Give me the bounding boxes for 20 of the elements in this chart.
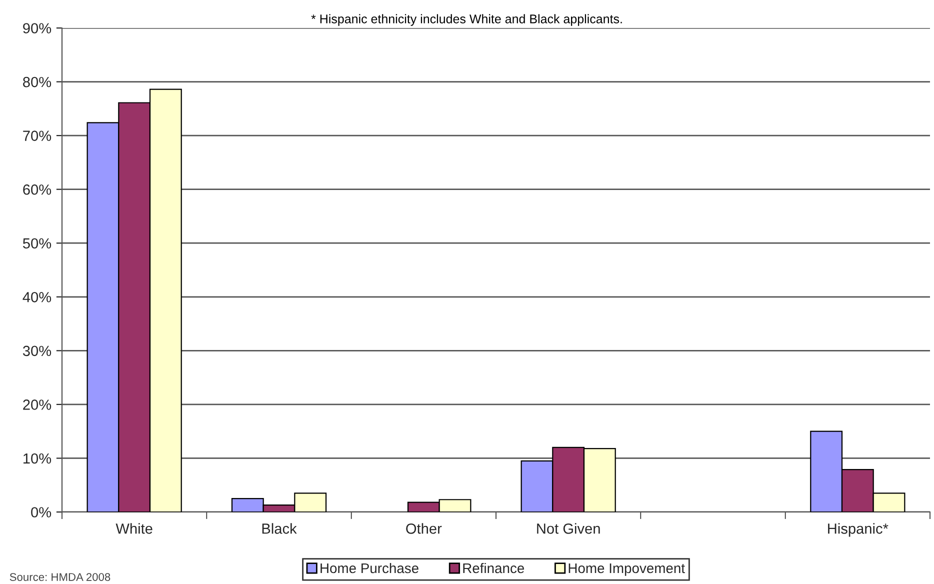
y-tick-label: 90% [23,23,52,34]
y-tick-label: 50% [22,238,52,249]
y-tick-label: 70% [23,130,52,141]
y-tick-label: 80% [23,76,52,88]
y-tick-label: 30% [22,346,52,356]
x-tick-label: Black [262,523,297,534]
y-tick-label: 40% [22,292,52,302]
y-tick-label: 60% [23,184,52,195]
legend-label: Home Purchase [320,562,418,574]
x-tick-label: Not Given [537,523,600,534]
x-tick-label: White [116,523,152,534]
source-note: Source: HMDA 2008 [10,573,110,581]
y-tick-label: 10% [24,453,52,464]
x-tick-label: Other [406,523,442,534]
y-tick-label: 20% [23,400,52,410]
legend-label: Home Impovement [568,563,685,576]
x-tick-label: Hispanic* [828,523,888,537]
text: * Hispanic ethnicity includes White and Black applicants. [311,14,622,26]
legend-label: Refinance [463,562,524,574]
y-tick-label: 0% [31,507,52,518]
